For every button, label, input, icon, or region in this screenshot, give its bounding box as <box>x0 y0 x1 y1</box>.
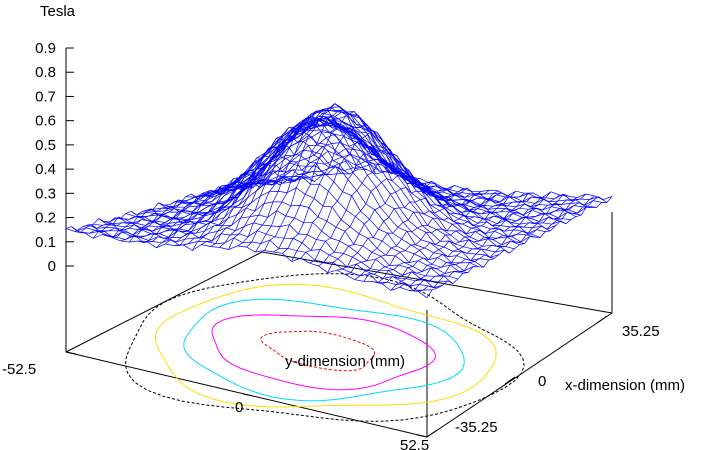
mesh-line <box>83 179 280 234</box>
mesh-line <box>87 210 448 283</box>
z-axis-ticks: 0.9 0.8 0.7 0.6 0.5 0.4 0.3 0.2 0.1 0 <box>35 40 74 275</box>
bounding-box <box>65 48 613 438</box>
x-axis-label: x-dimension (mm) <box>565 377 685 394</box>
x-tick-mark <box>504 376 516 385</box>
mesh-line <box>264 110 455 251</box>
mesh-line <box>390 197 578 291</box>
x-tick-mark <box>426 429 438 438</box>
z-tick-label: 0.8 <box>35 64 56 81</box>
surface-mesh <box>65 103 613 299</box>
z-tick-label: 0.1 <box>35 234 56 251</box>
mesh-line <box>191 115 385 251</box>
mesh-line <box>165 122 359 245</box>
z-tick-label: 0.4 <box>35 161 56 178</box>
z-tick-label: 0.6 <box>35 113 56 130</box>
mesh-line <box>363 191 552 282</box>
mesh-line <box>92 178 289 239</box>
mesh-line <box>114 149 474 272</box>
contour-line <box>183 298 465 402</box>
x-tick-mark <box>596 315 608 324</box>
mesh-line <box>136 110 494 260</box>
mesh-line <box>147 137 342 242</box>
y-tick-label: -52.5 <box>2 361 36 378</box>
mesh-line <box>426 196 613 298</box>
z-tick-label: 0.3 <box>35 185 56 202</box>
contour-line <box>154 283 497 408</box>
z-tick-label: 0 <box>48 258 56 275</box>
z-tick-label: 0.2 <box>35 210 56 227</box>
x-tick-label: 0 <box>538 373 546 390</box>
mesh-line <box>111 170 306 238</box>
mesh-line <box>417 196 604 292</box>
mesh-line <box>327 187 517 273</box>
mesh-line <box>300 148 490 259</box>
contour-line <box>211 314 436 391</box>
mesh-line <box>219 121 411 248</box>
mesh-line <box>71 226 433 292</box>
mesh-line <box>128 156 324 243</box>
y-tick-mark <box>65 351 77 355</box>
mesh-line <box>65 180 263 232</box>
mesh-line <box>102 175 298 238</box>
y-tick-mark <box>416 434 428 438</box>
mesh-line <box>174 116 368 246</box>
mesh-line <box>408 195 595 292</box>
mesh-line <box>273 113 464 253</box>
x-tick-label: -35.25 <box>455 419 498 436</box>
mesh-line <box>318 174 508 267</box>
contour-line <box>124 273 525 422</box>
y-tick-mark <box>242 393 254 397</box>
mesh-line <box>237 109 429 247</box>
z-tick-label: 0.9 <box>35 40 56 57</box>
y-tick-label: 52.5 <box>400 437 429 450</box>
z-tick-label: 0.7 <box>35 88 56 105</box>
mesh-line <box>201 120 394 245</box>
contour-lines <box>124 273 525 422</box>
z-axis-label: Tesla <box>40 3 76 20</box>
contour-line <box>260 330 376 372</box>
mesh-line <box>282 124 473 254</box>
floor-edge-front-right <box>426 312 613 438</box>
floor-edge-back-right <box>261 251 613 314</box>
mesh-line <box>372 194 560 283</box>
mesh-line <box>120 163 315 242</box>
mesh-line <box>399 193 587 288</box>
mesh-line <box>336 192 525 271</box>
x-tick-label: 35.25 <box>622 323 660 340</box>
y-tick-label: 0 <box>235 399 243 416</box>
mesh-line <box>156 125 350 249</box>
mesh-line <box>381 193 569 285</box>
z-tick-label: 0.5 <box>35 137 56 154</box>
mesh-line <box>309 159 499 264</box>
y-axis-label: y-dimension (mm) <box>285 353 405 370</box>
mesh-line <box>246 106 438 248</box>
mesh-line <box>345 192 534 276</box>
